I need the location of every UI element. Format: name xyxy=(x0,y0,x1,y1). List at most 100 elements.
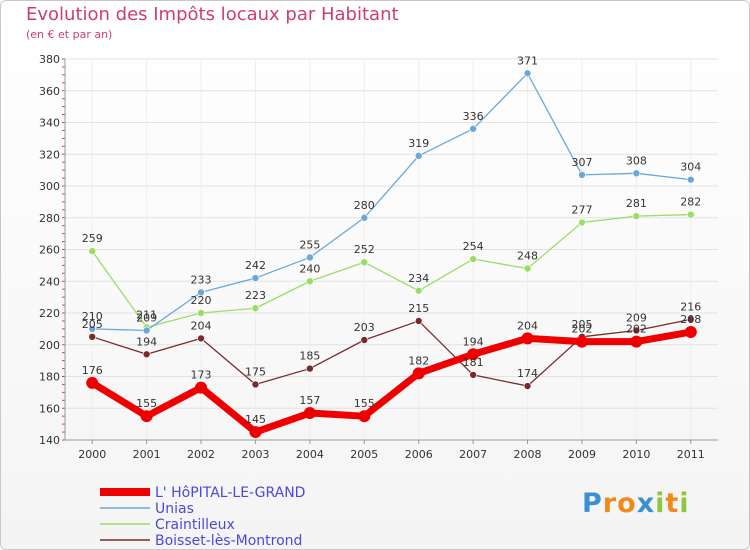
y-tick-label: 220 xyxy=(39,307,60,320)
y-tick-label: 180 xyxy=(39,371,60,384)
data-point-1 xyxy=(469,125,477,133)
data-label: 216 xyxy=(680,300,701,313)
data-point-2 xyxy=(197,309,205,317)
data-label: 174 xyxy=(517,367,538,380)
x-tick-label: 2007 xyxy=(459,448,487,461)
data-point-0 xyxy=(249,426,262,439)
data-point-1 xyxy=(414,152,423,160)
data-point-3 xyxy=(197,334,205,343)
legend-label: L' HôPITAL-LE-GRAND xyxy=(155,485,305,501)
x-tick-label: 2010 xyxy=(622,448,650,461)
data-label: 304 xyxy=(680,161,701,174)
data-label: 202 xyxy=(571,323,592,336)
x-tick-label: 2000 xyxy=(78,448,106,461)
data-label: 194 xyxy=(463,335,484,348)
data-label: 173 xyxy=(191,369,212,382)
data-point-2 xyxy=(632,212,641,220)
data-point-0 xyxy=(86,376,99,389)
data-point-0 xyxy=(575,335,588,348)
data-point-2 xyxy=(251,304,260,313)
data-point-1 xyxy=(686,175,695,184)
data-point-2 xyxy=(360,258,369,267)
data-label: 157 xyxy=(299,394,320,407)
data-point-1 xyxy=(632,169,641,178)
y-tick-label: 380 xyxy=(39,53,60,66)
data-label: 215 xyxy=(408,302,429,315)
data-label: 259 xyxy=(82,232,103,245)
data-label: 155 xyxy=(136,397,157,410)
logo-letter: i xyxy=(655,488,666,519)
data-point-0 xyxy=(195,381,208,394)
y-tick-label: 260 xyxy=(39,244,60,257)
data-label: 202 xyxy=(626,323,647,336)
data-label: 175 xyxy=(245,365,266,378)
data-point-3 xyxy=(251,380,260,389)
x-tick-label: 2006 xyxy=(405,448,433,461)
data-point-1 xyxy=(197,288,205,297)
data-point-3 xyxy=(469,371,477,379)
data-label: 308 xyxy=(626,154,647,167)
data-label: 242 xyxy=(245,259,266,272)
data-label: 248 xyxy=(517,250,538,263)
legend-label: Craintilleux xyxy=(155,517,235,533)
x-tick-label: 2011 xyxy=(677,448,705,461)
data-point-0 xyxy=(303,407,316,420)
y-tick-label: 360 xyxy=(39,85,60,98)
y-tick-label: 160 xyxy=(39,402,60,415)
data-label: 210 xyxy=(82,310,103,323)
data-label: 255 xyxy=(299,238,320,251)
data-label: 205 xyxy=(82,318,103,331)
data-label: 155 xyxy=(354,397,375,410)
data-label: 205 xyxy=(571,318,592,331)
data-label: 277 xyxy=(571,204,592,217)
data-point-0 xyxy=(358,410,371,423)
data-point-0 xyxy=(684,326,697,339)
data-label: 209 xyxy=(136,311,157,324)
x-tick-label: 2001 xyxy=(133,448,161,461)
series-line-2 xyxy=(91,213,691,328)
chart-subtitle: (en € et par an) xyxy=(26,28,113,41)
data-label: 145 xyxy=(245,413,266,426)
data-label: 211 xyxy=(136,308,157,321)
proxiti-logo: Proxiti xyxy=(582,488,690,519)
y-tick-label: 300 xyxy=(39,180,60,193)
y-tick-label: 340 xyxy=(39,117,60,130)
x-tick-label: 2003 xyxy=(241,448,269,461)
data-point-2 xyxy=(578,218,586,227)
data-label: 194 xyxy=(136,335,157,348)
logo-letter: i xyxy=(679,488,690,519)
data-point-0 xyxy=(467,348,480,361)
x-tick-label: 2009 xyxy=(568,448,596,461)
data-point-3 xyxy=(88,333,97,341)
data-label: 233 xyxy=(191,273,212,286)
data-label: 252 xyxy=(354,243,375,256)
data-point-3 xyxy=(306,364,314,373)
series-line-1 xyxy=(92,72,691,332)
y-tick-label: 240 xyxy=(39,275,60,288)
data-point-1 xyxy=(360,213,369,222)
logo-letter: o xyxy=(617,488,637,519)
series-line-3 xyxy=(92,318,691,387)
data-point-3 xyxy=(414,317,423,325)
data-label: 240 xyxy=(299,262,320,275)
data-point-3 xyxy=(632,326,641,335)
x-tick-label: 2004 xyxy=(296,448,324,461)
data-point-0 xyxy=(412,367,425,380)
data-point-2 xyxy=(686,210,695,219)
data-label: 307 xyxy=(571,156,592,169)
data-label: 281 xyxy=(626,197,647,210)
data-point-3 xyxy=(523,382,532,390)
data-label: 319 xyxy=(408,137,429,150)
data-point-3 xyxy=(686,315,695,324)
chart-title: Evolution des Impôts locaux par Habitant xyxy=(26,4,399,25)
data-label: 282 xyxy=(680,196,701,209)
data-label: 181 xyxy=(463,356,484,369)
data-label: 185 xyxy=(299,350,320,363)
y-tick-label: 320 xyxy=(39,148,60,161)
data-point-1 xyxy=(251,274,260,282)
data-point-2 xyxy=(523,264,532,273)
x-tick-label: 2002 xyxy=(187,448,215,461)
data-label: 203 xyxy=(354,321,375,334)
